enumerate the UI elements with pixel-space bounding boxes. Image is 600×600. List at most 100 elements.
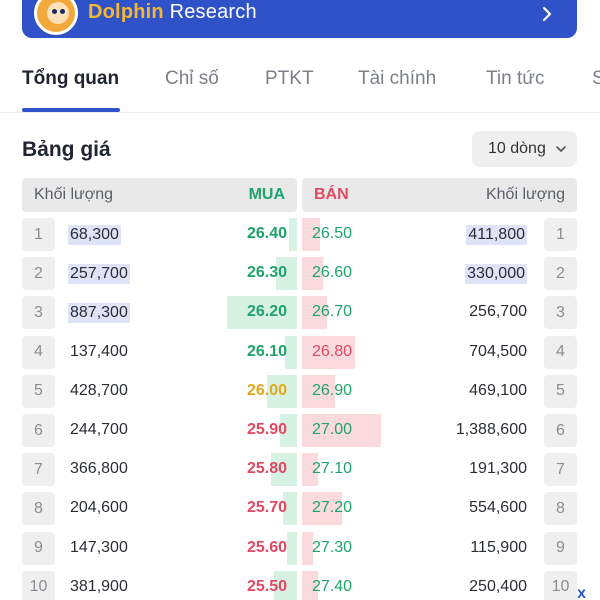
buy-depth-bar (274, 570, 297, 600)
sell-level-index: 10 (544, 570, 577, 600)
sell-price[interactable]: 26.90 (312, 381, 353, 399)
buy-depth-bar (270, 453, 297, 487)
sell-depth-bar (302, 453, 318, 487)
sell-volume-header: Khối lượng (485, 186, 565, 203)
sell-price[interactable]: 26.80 (312, 342, 353, 360)
order-book-row[interactable]: 10 381,900 25.50 27.40 250,400 10 (0, 569, 600, 600)
buy-depth-bar (279, 414, 297, 447)
buy-price[interactable]: 26.30 (246, 264, 287, 282)
buy-price[interactable]: 25.90 (246, 421, 287, 438)
buy-price[interactable]: 26.10 (246, 342, 287, 360)
sell-depth-bar (302, 492, 343, 526)
order-book-row[interactable]: 8 204,600 25.70 27.20 554,600 8 (0, 490, 600, 529)
sell-level-index: 8 (544, 492, 577, 526)
sell-price[interactable]: 27.20 (312, 499, 353, 517)
buy-volume: 257,700 (68, 264, 130, 285)
tab-bar: Tổng quan Chỉ số PTKT Tài chính Tin tức … (0, 60, 600, 112)
tab-more[interactable]: S (592, 68, 600, 89)
tab-finance[interactable]: Tài chính (358, 68, 437, 89)
promo-banner[interactable]: Dolphin Research (22, 0, 577, 38)
buy-price[interactable]: 26.40 (246, 225, 287, 242)
sell-price[interactable]: 27.10 (312, 460, 353, 478)
sell-level-index: 7 (544, 453, 577, 487)
buy-volume: 137,400 (70, 342, 128, 360)
buy-level-index: 1 (22, 218, 55, 251)
sell-price[interactable]: 27.00 (312, 421, 353, 438)
sell-level-index: 6 (544, 414, 577, 447)
sell-level-index: 1 (544, 218, 577, 251)
sell-level-index: 4 (544, 335, 577, 369)
sell-price-header: BÁN (314, 186, 349, 203)
buy-price[interactable]: 25.80 (246, 460, 287, 478)
buy-header: Khối lượng MUA (22, 178, 297, 212)
order-book-row[interactable]: 4 137,400 26.10 26.80 704,500 4 (0, 334, 600, 373)
sell-price[interactable]: 27.40 (312, 577, 353, 595)
sell-price[interactable]: 27.30 (312, 538, 353, 556)
order-book-row[interactable]: 2 257,700 26.30 26.60 330,000 2 (0, 255, 600, 294)
buy-price-header: MUA (248, 186, 285, 203)
order-book-row[interactable]: 6 244,700 25.90 27.00 1,388,600 6 (0, 412, 600, 451)
sell-price[interactable]: 26.50 (312, 225, 353, 242)
sell-volume: 330,000 (465, 264, 527, 285)
row-count-value: 10 dòng (488, 140, 546, 157)
buy-level-index: 7 (22, 453, 55, 487)
buy-volume: 428,700 (70, 381, 128, 399)
brand-rest: Research (163, 0, 257, 23)
sell-volume: 411,800 (466, 225, 527, 245)
buy-price[interactable]: 25.50 (246, 577, 287, 595)
close-icon[interactable]: x (577, 585, 586, 600)
sell-price[interactable]: 26.60 (312, 264, 353, 282)
buy-volume: 887,300 (68, 303, 130, 324)
sell-depth-bar (302, 257, 323, 291)
order-book-row[interactable]: 1 68,300 26.40 26.50 411,800 1 (0, 216, 600, 255)
row-count-select[interactable]: 10 dòng (472, 131, 577, 167)
sell-volume: 704,500 (469, 342, 527, 360)
sell-volume: 250,400 (469, 577, 527, 595)
buy-depth-bar (276, 257, 297, 291)
buy-price[interactable]: 26.20 (246, 303, 287, 321)
buy-volume: 244,700 (70, 421, 128, 438)
sell-depth-bar (302, 570, 318, 600)
order-book-row[interactable]: 7 366,800 25.80 27.10 191,300 7 (0, 451, 600, 490)
buy-volume: 68,300 (68, 225, 121, 245)
sell-volume: 115,900 (470, 538, 527, 556)
sell-depth-bar (302, 414, 381, 447)
buy-price[interactable]: 26.00 (246, 381, 287, 399)
brand-highlight: Dolphin (88, 0, 164, 23)
sell-volume: 256,700 (469, 303, 527, 321)
tab-news[interactable]: Tin tức (486, 68, 545, 89)
buy-volume: 381,900 (70, 577, 128, 595)
sell-volume: 1,388,600 (455, 421, 527, 438)
order-book-row[interactable]: 3 887,300 26.20 26.70 256,700 3 (0, 294, 600, 333)
buy-depth-bar (227, 296, 297, 330)
tab-technical-analysis[interactable]: PTKT (265, 68, 314, 89)
buy-level-index: 3 (22, 296, 55, 330)
sell-level-index: 3 (544, 296, 577, 330)
tabs-divider (0, 112, 600, 113)
active-tab-indicator (22, 108, 120, 112)
chevron-down-icon (556, 146, 566, 152)
sell-volume: 554,600 (469, 499, 527, 517)
sell-level-index: 2 (544, 257, 577, 291)
chevron-right-icon[interactable] (539, 6, 555, 22)
sell-header: BÁN Khối lượng (302, 178, 577, 212)
sell-price[interactable]: 26.70 (312, 303, 353, 321)
tab-overview[interactable]: Tổng quan (22, 68, 120, 89)
buy-depth-bar (286, 531, 297, 565)
dolphin-logo-icon (34, 0, 78, 35)
tab-indices[interactable]: Chỉ số (165, 68, 219, 89)
buy-level-index: 5 (22, 374, 55, 408)
buy-level-index: 2 (22, 257, 55, 291)
buy-depth-bar (289, 218, 297, 251)
sell-depth-bar (302, 296, 327, 330)
order-book-row[interactable]: 9 147,300 25.60 27.30 115,900 9 (0, 530, 600, 569)
buy-level-index: 4 (22, 335, 55, 369)
sell-volume: 469,100 (469, 381, 527, 399)
buy-price[interactable]: 25.60 (246, 538, 287, 556)
buy-price[interactable]: 25.70 (246, 499, 287, 517)
sell-volume: 191,300 (469, 460, 527, 478)
buy-level-index: 8 (22, 492, 55, 526)
sell-depth-bar (302, 218, 320, 251)
order-book-row[interactable]: 5 428,700 26.00 26.90 469,100 5 (0, 373, 600, 412)
sell-depth-bar (302, 335, 355, 369)
